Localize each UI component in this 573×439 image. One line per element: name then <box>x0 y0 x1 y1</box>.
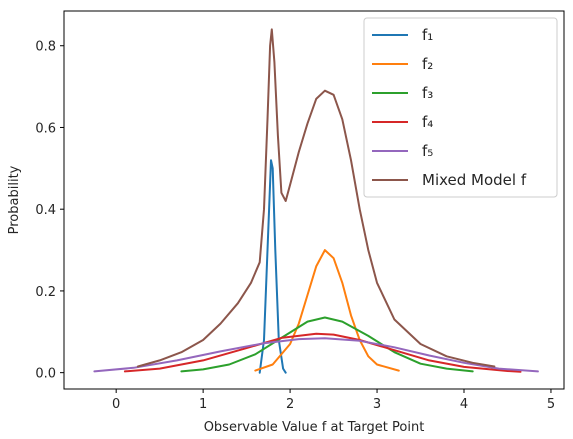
legend: f₁ f₂ f₃ f₄ f₅ Mixed Model f <box>363 17 558 198</box>
series-line-4 <box>123 332 522 373</box>
y-tick-label: 0.6 <box>35 121 56 136</box>
series-line-6 <box>136 28 496 368</box>
x-tick-label: 2 <box>286 397 294 412</box>
legend-box <box>363 17 558 198</box>
x-tick-label: 5 <box>547 397 555 412</box>
series-line-1 <box>258 159 287 374</box>
series-line-5 <box>93 337 539 373</box>
x-axis: 0 1 2 3 4 5 <box>112 389 555 412</box>
y-tick-label: 0.8 <box>35 40 56 55</box>
x-tick-label: 4 <box>460 397 468 412</box>
y-axis-label: Probability <box>7 165 22 234</box>
x-axis-label: Observable Value f at Target Point <box>204 420 425 435</box>
legend-label-1: f₁ <box>422 26 433 44</box>
y-tick-label: 0.4 <box>35 203 56 218</box>
legend-label-2: f₂ <box>422 55 433 73</box>
legend-entries: f₁ f₂ f₃ f₄ f₅ Mixed Model f <box>372 26 527 189</box>
y-axis: 0.0 0.2 0.4 0.6 0.8 <box>35 40 64 382</box>
legend-label-6: Mixed Model f <box>422 171 527 189</box>
x-tick-label: 1 <box>199 397 207 412</box>
legend-label-5: f₅ <box>422 142 433 160</box>
x-tick-label: 0 <box>112 397 120 412</box>
y-tick-label: 0.2 <box>35 285 56 300</box>
legend-label-3: f₃ <box>422 84 433 102</box>
y-tick-label: 0.0 <box>35 367 56 382</box>
series-line-3 <box>180 316 474 373</box>
series-layer <box>93 28 539 374</box>
x-tick-label: 3 <box>373 397 381 412</box>
legend-label-4: f₄ <box>422 113 433 131</box>
